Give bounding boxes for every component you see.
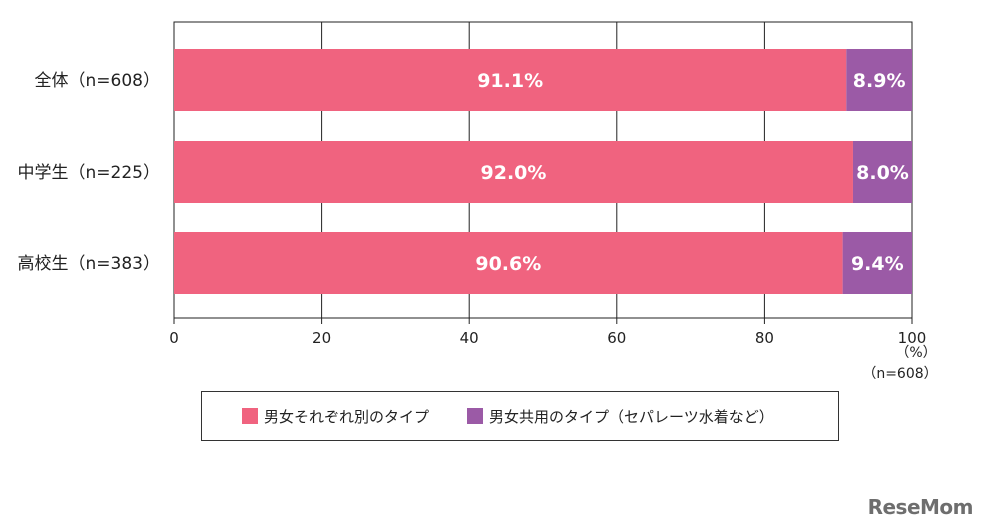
- legend-item-shared: 男女共用のタイプ（セパレーツ水着など）: [467, 406, 774, 427]
- category-label-1: 中学生（n=225）: [18, 163, 160, 183]
- legend-swatch-separate: [242, 408, 258, 424]
- legend: 男女それぞれ別のタイプ 男女共用のタイプ（セパレーツ水着など）: [201, 391, 839, 441]
- category-label-2: 高校生（n=383）: [18, 254, 160, 274]
- data-label-separate-0: 91.1%: [477, 70, 543, 92]
- bar-separate-2: [174, 232, 843, 294]
- x-axis-unit: （%）: [895, 345, 936, 361]
- data-label-separate-2: 90.6%: [475, 253, 541, 275]
- x-tick-label-100: 100: [898, 329, 927, 347]
- bar-shared-0: [846, 49, 912, 111]
- legend-label-separate: 男女それぞれ別のタイプ: [264, 407, 430, 426]
- x-tick-label-40: 40: [460, 329, 479, 347]
- legend-label-shared: 男女共用のタイプ（セパレーツ水着など）: [489, 407, 774, 426]
- x-tick-label-60: 60: [607, 329, 626, 347]
- category-label-0: 全体（n=608）: [35, 71, 160, 91]
- x-tick-label-0: 0: [169, 329, 179, 347]
- data-label-shared-0: 8.9%: [853, 70, 906, 92]
- x-tick-label-80: 80: [755, 329, 774, 347]
- bar-separate-1: [174, 141, 853, 203]
- data-label-shared-1: 8.0%: [856, 162, 909, 184]
- legend-swatch-shared: [467, 408, 484, 424]
- brand-logo-text: ReseMom: [867, 495, 974, 519]
- data-label-separate-1: 92.0%: [481, 162, 547, 184]
- bar-shared-2: [842, 232, 912, 294]
- data-label-shared-2: 9.4%: [851, 253, 904, 275]
- sample-size-note: （n=608）: [862, 366, 937, 382]
- bar-separate-0: [174, 49, 847, 111]
- x-tick-label-20: 20: [312, 329, 331, 347]
- bar-shared-1: [852, 141, 912, 203]
- legend-item-separate: 男女それぞれ別のタイプ: [242, 406, 429, 427]
